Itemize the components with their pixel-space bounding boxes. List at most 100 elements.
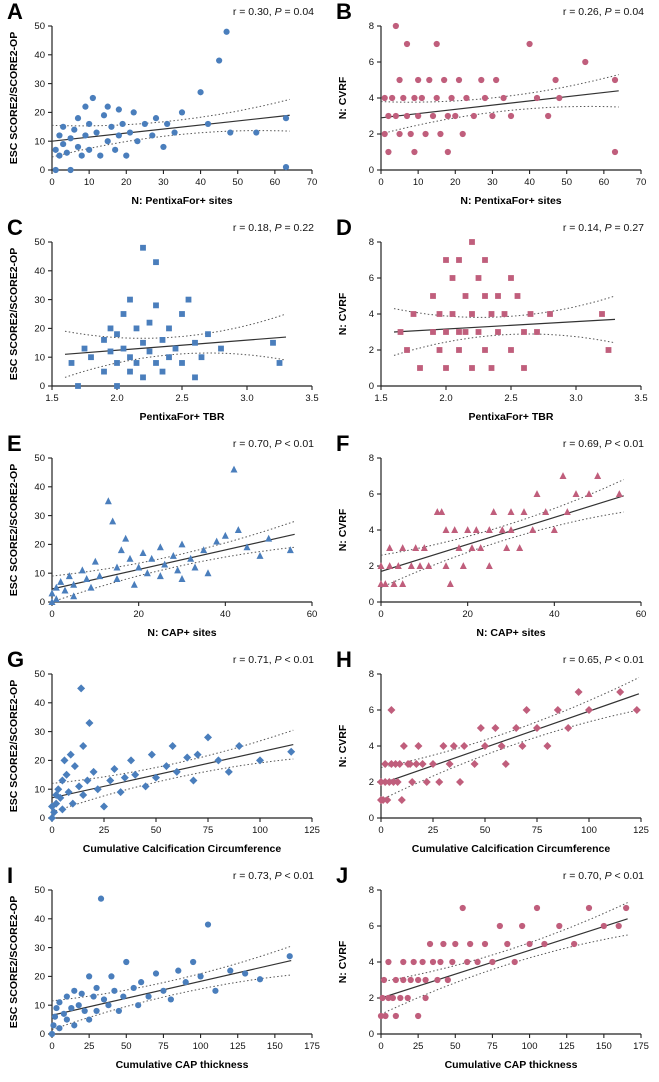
x-tick-label: 70 — [636, 177, 647, 188]
correlation-annotation-d: r = 0.14, P = 0.27 — [562, 222, 644, 234]
x-tick-label: 50 — [151, 825, 162, 836]
x-tick-label: 25 — [413, 1041, 424, 1052]
y-axis-title: N: CVRF — [337, 292, 349, 335]
correlation-annotation-i: r = 0.73, P < 0.01 — [232, 870, 314, 882]
x-tick-label: 75 — [158, 1041, 169, 1052]
x-axis-title: N: PentixaFor+ sites — [131, 195, 232, 207]
x-tick-label: 20 — [133, 609, 144, 620]
y-tick-label: 8 — [369, 885, 374, 896]
x-tick-label: 50 — [561, 177, 572, 188]
x-tick-label: 0 — [378, 825, 383, 836]
x-tick-label: 125 — [304, 825, 320, 836]
y-tick-label: 10 — [34, 136, 45, 147]
x-tick-label: 50 — [480, 825, 491, 836]
y-tick-label: 2 — [369, 345, 374, 356]
x-tick-label: 50 — [232, 177, 243, 188]
x-tick-label: 2.0 — [110, 393, 123, 404]
scatter-plot-b: 0 10 20 30 40 50 60 70 0 2 4 6 8 N: PentixaFor+ sites… — [337, 21, 647, 207]
scatter-plot-g: 0 25 50 75 100 125 0 10 20 30 40 50 Cumulative Calci… — [8, 669, 320, 855]
y-tick-label: 2 — [369, 993, 374, 1004]
y-tick-label: 4 — [369, 741, 374, 752]
y-tick-label: 30 — [34, 79, 45, 90]
x-tick-label: 10 — [413, 177, 424, 188]
y-tick-label: 30 — [34, 295, 45, 306]
y-tick-label: 0 — [40, 1029, 45, 1040]
x-tick-label: 40 — [220, 609, 231, 620]
x-tick-label: 100 — [522, 1041, 538, 1052]
x-tick-label: 150 — [596, 1041, 612, 1052]
x-axis-title: N: CAP+ sites — [147, 627, 216, 639]
data-points — [377, 472, 623, 587]
scatter-plot-d: 1.5 2.0 2.5 3.0 3.5 0 2 4 6 8 PentixaFor+ TBR N: CV… — [337, 237, 648, 423]
y-axis-title: N: CVRF — [337, 76, 349, 119]
panel-label-h: H — [336, 647, 352, 672]
x-tick-label: 0 — [378, 1041, 383, 1052]
x-tick-label: 50 — [450, 1041, 461, 1052]
x-axis-title: PentixaFor+ TBR — [140, 411, 225, 423]
x-tick-label: 125 — [633, 825, 649, 836]
regression-group — [381, 902, 628, 1015]
scatter-plot-f: 0 20 40 60 0 2 4 6 8 N: CAP+ sites N: CVRF — [337, 453, 647, 639]
x-tick-label: 20 — [121, 177, 132, 188]
x-axis-title: Cumulative CAP thickness — [445, 1059, 578, 1071]
panel-label-e: E — [7, 431, 22, 456]
y-tick-label: 30 — [34, 511, 45, 522]
correlation-annotation-h: r = 0.65, P < 0.01 — [562, 654, 644, 666]
y-tick-label: 6 — [369, 921, 374, 932]
data-points — [48, 684, 296, 822]
x-tick-label: 10 — [84, 177, 95, 188]
x-axis-title: PentixaFor+ TBR — [469, 411, 554, 423]
x-tick-label: 20 — [450, 177, 461, 188]
x-tick-label: 3.5 — [305, 393, 318, 404]
data-points — [48, 465, 294, 605]
scatter-plot-e: 0 20 40 60 0 10 20 30 40 50 N: CAP+ sites ESC SCORE… — [8, 453, 317, 639]
y-tick-label: 0 — [40, 597, 45, 608]
scatter-plot-c: 1.5 2.0 2.5 3.0 3.5 0 10 20 30 40 50 PentixaFor+ TB… — [8, 237, 319, 423]
y-tick-label: 10 — [34, 568, 45, 579]
y-tick-label: 8 — [369, 237, 374, 248]
panel-label-f: F — [336, 431, 350, 456]
panel-label-c: C — [7, 215, 23, 240]
x-tick-label: 25 — [84, 1041, 95, 1052]
x-tick-label: 25 — [99, 825, 110, 836]
y-tick-label: 40 — [34, 698, 45, 709]
x-tick-label: 100 — [581, 825, 597, 836]
x-tick-label: 175 — [304, 1041, 320, 1052]
y-tick-label: 20 — [34, 108, 45, 119]
x-axis-title: Cumulative Calcification Circumference — [83, 843, 282, 855]
correlation-annotation-g: r = 0.71, P < 0.01 — [232, 654, 314, 666]
x-tick-label: 60 — [636, 609, 647, 620]
x-tick-label: 50 — [121, 1041, 132, 1052]
panel-label-a: A — [7, 0, 23, 24]
y-tick-label: 10 — [34, 784, 45, 795]
regression-group — [381, 677, 640, 801]
x-tick-label: 25 — [428, 825, 439, 836]
data-points — [377, 904, 630, 1020]
y-tick-label: 40 — [34, 50, 45, 61]
y-tick-label: 20 — [34, 756, 45, 767]
x-tick-label: 40 — [195, 177, 206, 188]
correlation-annotation-b: r = 0.26, P = 0.04 — [562, 6, 644, 18]
data-points — [397, 239, 612, 371]
y-tick-label: 6 — [369, 57, 374, 68]
data-points — [381, 22, 619, 156]
y-axis-title: N: CVRF — [337, 940, 349, 983]
x-axis-title: N: CAP+ sites — [476, 627, 545, 639]
regression-group — [52, 98, 290, 158]
panel-label-i: I — [7, 863, 14, 888]
data-points — [377, 688, 641, 804]
x-tick-label: 0 — [378, 177, 383, 188]
x-tick-label: 1.5 — [45, 393, 58, 404]
panel-label-b: B — [336, 0, 352, 24]
correlation-annotation-f: r = 0.69, P < 0.01 — [562, 438, 644, 450]
x-tick-label: 100 — [193, 1041, 209, 1052]
x-tick-label: 0 — [49, 609, 54, 620]
y-tick-label: 4 — [369, 93, 374, 104]
y-tick-label: 50 — [34, 453, 45, 464]
y-tick-label: 0 — [40, 381, 45, 392]
x-tick-label: 20 — [462, 609, 473, 620]
x-tick-label: 75 — [487, 1041, 498, 1052]
correlation-annotation-c: r = 0.18, P = 0.22 — [232, 222, 314, 234]
